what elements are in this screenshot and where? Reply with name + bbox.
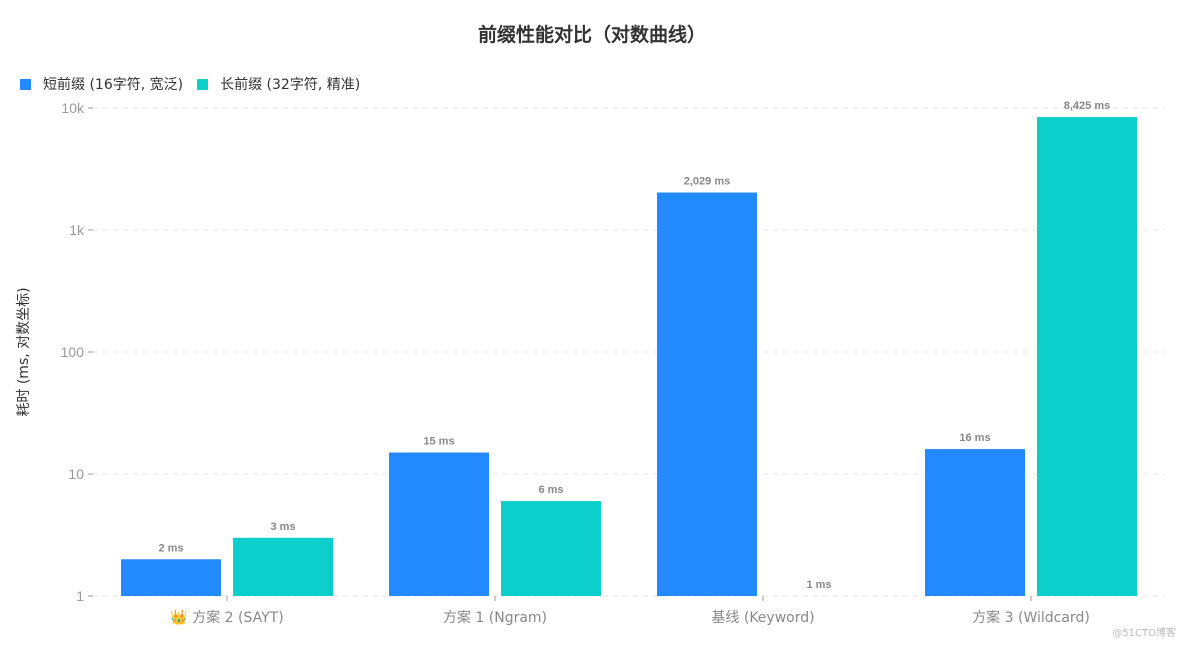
bar[interactable] — [121, 559, 221, 596]
bar-value-label: 16 ms — [959, 432, 990, 444]
x-tick-label: 方案 3 (Wildcard) — [972, 609, 1090, 626]
bar-value-label: 2,029 ms — [684, 176, 730, 188]
legend: 短前缀 (16字符, 宽泛) 长前缀 (32字符, 精准) — [20, 74, 374, 94]
legend-label-long: 长前缀 (32字符, 精准) — [220, 77, 361, 93]
y-tick-label: 10 — [68, 466, 84, 482]
bar[interactable] — [925, 449, 1025, 596]
legend-swatch-long — [197, 78, 209, 90]
bar[interactable] — [501, 501, 601, 596]
bar-value-label: 8,425 ms — [1064, 100, 1110, 112]
x-tick-label: 方案 1 (Ngram) — [443, 609, 547, 626]
legend-item-long[interactable]: 长前缀 (32字符, 精准) — [197, 74, 360, 94]
bar[interactable] — [389, 452, 489, 596]
y-tick-label: 100 — [61, 344, 85, 360]
bar-value-label: 15 ms — [423, 436, 454, 448]
bar[interactable] — [233, 537, 333, 596]
y-axis-label: 耗时 (ms, 对数坐标) — [16, 287, 32, 416]
legend-item-short[interactable]: 短前缀 (16字符, 宽泛) — [20, 74, 183, 94]
chart-title: 前缀性能对比（对数曲线） — [477, 24, 706, 46]
x-tick-label: 基线 (Keyword) — [711, 609, 814, 626]
bar[interactable] — [1037, 117, 1137, 596]
bar-value-label: 3 ms — [270, 521, 295, 533]
bar-value-label: 1 ms — [806, 579, 831, 591]
bar-value-label: 2 ms — [158, 542, 183, 554]
x-tick-label: 👑 方案 2 (SAYT) — [170, 609, 283, 626]
y-tick-label: 10k — [61, 100, 85, 116]
watermark: @51CTO博客 — [1112, 628, 1176, 639]
legend-label-short: 短前缀 (16字符, 宽泛) — [43, 77, 184, 93]
bar-value-label: 6 ms — [538, 484, 563, 496]
y-tick-label: 1 — [76, 588, 84, 604]
legend-swatch-short — [20, 78, 31, 90]
bar[interactable] — [657, 192, 757, 596]
y-tick-label: 1k — [69, 222, 85, 238]
